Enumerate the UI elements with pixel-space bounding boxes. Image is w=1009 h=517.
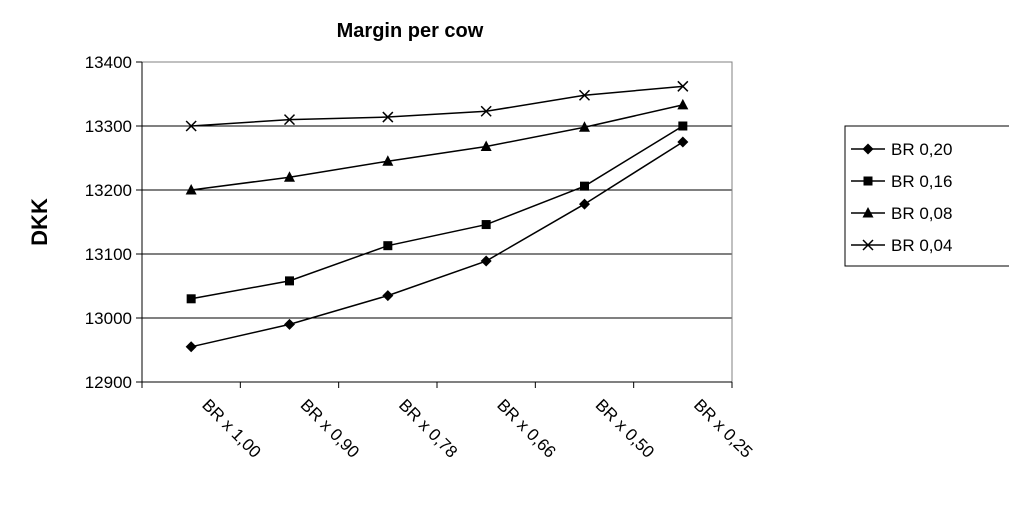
chart-title: Margin per cow — [337, 20, 484, 42]
data-point — [283, 114, 296, 126]
x-tick-label: BR x 0,50 — [592, 395, 658, 461]
legend-item: BR 0,04 — [851, 236, 952, 255]
data-point — [382, 290, 394, 302]
data-point — [580, 181, 589, 191]
legend-label: BR 0,20 — [891, 140, 952, 159]
legend-item: BR 0,20 — [851, 140, 952, 159]
legend-item: BR 0,08 — [851, 204, 952, 223]
data-point — [382, 155, 394, 166]
y-axis-label: DKK — [27, 198, 52, 246]
y-tick-label: 13300 — [85, 117, 132, 136]
series-4 — [185, 80, 689, 132]
y-tick-label: 13200 — [85, 181, 132, 200]
data-point — [186, 294, 196, 304]
series-1 — [185, 136, 689, 353]
series-group — [185, 80, 689, 353]
plot-area — [141, 61, 733, 383]
y-tick-label: 13400 — [85, 53, 132, 72]
data-point — [185, 341, 197, 353]
data-point — [480, 255, 492, 267]
data-point — [677, 98, 689, 110]
x-tick-label: BR x 0,25 — [690, 395, 756, 461]
data-point — [185, 120, 197, 132]
data-point — [578, 89, 591, 101]
x-axis-ticks: BR x 1,00 BR x 0,90 BR x 0,78 BR x 0,66 BR x… — [141, 382, 756, 462]
data-point — [677, 136, 689, 148]
legend-marker — [862, 207, 874, 218]
data-point — [678, 121, 688, 131]
series-line — [191, 104, 683, 191]
x-tick-label: BR x 0,90 — [297, 395, 363, 461]
legend-item: BR 0,16 — [851, 172, 952, 191]
data-point — [480, 105, 492, 117]
x-tick-label: BR x 0,66 — [493, 395, 559, 461]
data-point — [579, 121, 590, 132]
data-point — [285, 276, 294, 286]
y-tick-label: 13000 — [85, 309, 132, 328]
data-point — [284, 318, 295, 330]
series-3 — [185, 98, 689, 195]
legend-marker — [862, 143, 874, 155]
x-tick-label: BR x 0,78 — [395, 395, 461, 461]
series-line — [191, 125, 684, 300]
legend: BR 0,20 BR 0,16 BR 0,08 BR 0,04 — [844, 125, 1009, 267]
y-tick-label: 12900 — [85, 373, 132, 392]
data-point — [677, 80, 689, 92]
series-line — [191, 85, 683, 127]
series-2 — [186, 121, 688, 304]
gridlines — [142, 125, 732, 319]
data-point — [284, 171, 295, 182]
data-point — [481, 220, 491, 230]
legend-marker — [862, 239, 874, 251]
data-point — [185, 184, 197, 195]
y-tick-label: 13100 — [85, 245, 132, 264]
data-point — [382, 111, 394, 123]
legend-label: BR 0,04 — [891, 236, 952, 255]
legend-label: BR 0,16 — [891, 172, 952, 191]
data-point — [480, 140, 492, 151]
x-tick-label: BR x 1,00 — [198, 395, 264, 461]
data-point — [383, 241, 393, 251]
legend-label: BR 0,08 — [891, 204, 952, 223]
series-line — [191, 141, 684, 348]
axes — [141, 61, 733, 383]
y-axis-ticks: 12900 13000 13100 13200 13300 13400 — [85, 53, 142, 392]
legend-marker — [863, 176, 873, 186]
data-point — [579, 198, 590, 210]
